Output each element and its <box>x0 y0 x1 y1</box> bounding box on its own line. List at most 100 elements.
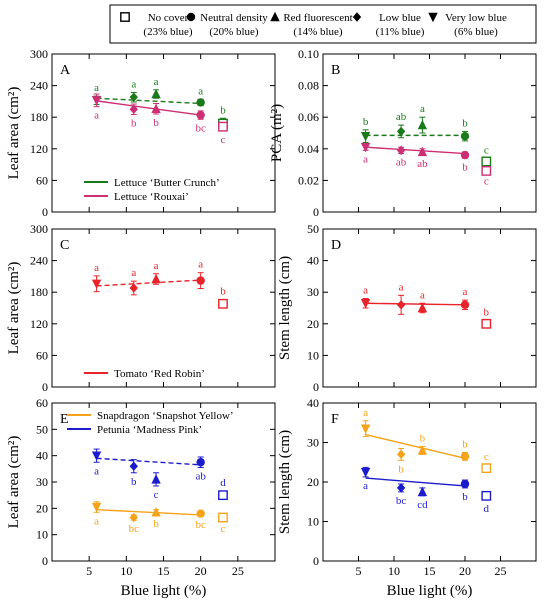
legend-label: Neutral density <box>200 12 268 24</box>
data-point-square-open-icon <box>218 121 228 132</box>
significance-letter: ab <box>195 471 206 483</box>
data-point-square-open-icon <box>481 166 492 176</box>
series: a a a a b <box>360 281 492 329</box>
significance-letter: b <box>420 432 426 444</box>
significance-letter: bc <box>195 122 206 134</box>
data-point-diamond-icon <box>129 461 138 471</box>
y-axis-label: PCA (m²) <box>269 104 285 162</box>
series: a bc cd b d <box>360 466 492 515</box>
y-tick-label: 10 <box>36 528 48 542</box>
y-tick-label: 0.02 <box>298 173 319 187</box>
legend-item: Red fluorescent (14% blue) <box>270 11 353 38</box>
y-axis-label: Leaf area (cm²) <box>6 436 22 529</box>
data-point-circle-icon <box>460 479 470 489</box>
y-tick-label: 0 <box>313 554 319 568</box>
y-tick-label: 120 <box>30 317 48 331</box>
x-tick-label: 15 <box>424 564 436 578</box>
significance-letter: b <box>462 117 468 129</box>
panel-letter: B <box>331 63 340 78</box>
significance-letter: a <box>399 281 404 293</box>
significance-letter: a <box>198 259 203 271</box>
series: a a a a b <box>91 259 228 309</box>
y-tick-label: 0.10 <box>298 47 319 61</box>
legend-entry-label: Lettuce ‘Butter Crunch’ <box>114 177 220 189</box>
data-point-circle-icon <box>196 509 205 518</box>
data-point-triangle-down-icon <box>360 143 371 153</box>
legend-marker-triangle-down-icon <box>428 12 438 23</box>
plot-frame <box>322 53 537 213</box>
legend-sublabel: (14% blue) <box>293 26 343 38</box>
y-tick-label: 300 <box>30 222 48 236</box>
y-tick-label: 10 <box>307 348 319 362</box>
panel-letter: F <box>331 412 339 427</box>
data-point-triangle-down-icon <box>360 299 371 309</box>
significance-letter: a <box>420 103 425 115</box>
y-tick-label: 0 <box>42 380 48 394</box>
regression-line <box>365 146 466 155</box>
data-point-square-open-icon <box>481 463 492 474</box>
significance-letter: b <box>131 476 137 488</box>
regression-line <box>96 97 201 105</box>
legend-item: Low blue (11% blue) <box>352 12 425 38</box>
series: a b b bc c <box>91 93 228 146</box>
regression-line <box>96 100 201 116</box>
regression-line <box>365 302 466 306</box>
significance-letter: ab <box>396 157 407 169</box>
y-tick-label: 0.04 <box>298 142 319 156</box>
legend-item: No cover (23% blue) <box>120 12 193 38</box>
significance-letter: b <box>153 117 159 129</box>
significance-letter: b <box>484 307 490 319</box>
significance-letter: cd <box>417 499 428 511</box>
y-tick-label: 60 <box>36 396 48 410</box>
data-point-triangle-down-icon <box>91 96 102 106</box>
x-tick-label: 5 <box>356 564 362 578</box>
legend-label: Red fluorescent <box>283 12 352 24</box>
data-point-circle-icon <box>460 131 470 141</box>
significance-letter: a <box>198 85 203 97</box>
significance-letter: a <box>131 78 136 90</box>
data-point-diamond-icon <box>129 92 138 102</box>
panel-legend: Snapdragon ‘Snapshot Yellow’ Petunia ‘Mad… <box>67 410 234 436</box>
legend-marker-square-open-icon <box>120 12 130 22</box>
data-point-circle-icon <box>196 110 205 120</box>
significance-letter: b <box>462 491 468 503</box>
regression-line <box>96 457 201 466</box>
panel-letter: E <box>60 412 69 427</box>
y-tick-label: 60 <box>36 348 48 362</box>
significance-letter: b <box>398 463 404 475</box>
data-point-triangle-down-icon <box>91 279 102 289</box>
y-tick-label: 10 <box>307 515 319 529</box>
legend-sublabel: (20% blue) <box>209 26 259 38</box>
panel-E: 5 10 15 20 25 0 10 20 30 40 50 60 Leaf area (cm²) Blu… <box>6 396 276 599</box>
y-tick-label: 240 <box>30 79 48 93</box>
data-point-diamond-icon <box>396 449 406 460</box>
x-axis-label: Blue light (%) <box>121 583 207 599</box>
x-tick-label: 20 <box>459 564 471 578</box>
significance-letter: ab <box>417 158 428 170</box>
panel-letter: C <box>60 238 69 253</box>
legend-entry-label: Tomato ‘Red Robin’ <box>114 368 205 380</box>
data-point-square-open-icon <box>218 512 228 523</box>
significance-letter: bc <box>396 495 407 507</box>
data-point-triangle-up-icon <box>417 445 428 455</box>
significance-letter: a <box>154 76 159 88</box>
data-point-diamond-icon <box>129 512 138 523</box>
legend-entry-label: Petunia ‘Madness Pink’ <box>97 424 202 436</box>
plot-frame <box>51 228 276 388</box>
x-tick-label: 20 <box>195 564 207 578</box>
y-axis-label: Stem length (cm) <box>277 256 293 360</box>
legend-label: No cover <box>148 12 189 24</box>
y-tick-label: 20 <box>307 475 319 489</box>
significance-letter: a <box>363 407 368 419</box>
y-tick-label: 50 <box>307 222 319 236</box>
y-tick-label: 40 <box>307 396 319 410</box>
data-point-diamond-icon <box>129 283 138 293</box>
data-point-triangle-up-icon <box>417 486 428 497</box>
significance-letter: a <box>363 285 368 297</box>
significance-letter: a <box>463 286 468 298</box>
y-tick-label: 40 <box>307 254 319 268</box>
